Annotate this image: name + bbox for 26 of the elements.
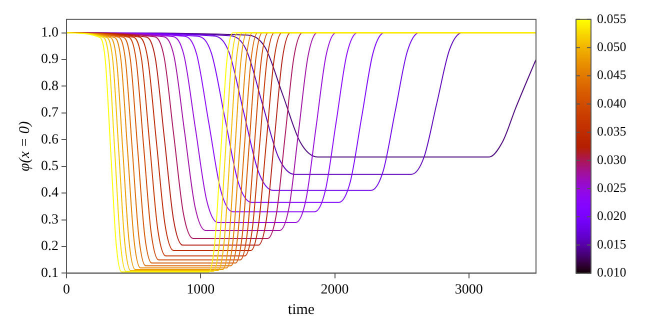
color-bar-label: 0.030 [597, 152, 626, 167]
y-tick-label: 0.9 [41, 52, 58, 68]
x-tick-label: 1000 [186, 282, 215, 298]
y-tick-label: 0.3 [41, 212, 58, 228]
x-tick-label: 0 [63, 282, 70, 298]
y-tick-label: 0.7 [41, 106, 58, 121]
y-tick-label: 0.5 [41, 159, 58, 174]
color-bar-label: 0.010 [597, 264, 626, 280]
color-bar-label: 0.055 [597, 10, 626, 26]
color-bar-label: 0.025 [597, 180, 626, 196]
x-tick-label: 3000 [454, 282, 483, 298]
y-tick-label: 0.8 [41, 78, 58, 94]
y-axis-title: φ(x = 0) [16, 121, 33, 172]
color-bar-label: 0.035 [597, 124, 626, 139]
y-tick-label: 1.0 [41, 25, 58, 40]
color-bar-label: 0.045 [597, 67, 626, 82]
color-bar-label: 0.020 [597, 208, 626, 224]
y-tick-label: 0.4 [41, 186, 58, 201]
color-bar-label: 0.040 [597, 95, 626, 110]
y-tick-label: 0.2 [41, 239, 58, 254]
y-tick-label: 0.1 [41, 266, 58, 281]
y-tick-label: 0.6 [41, 132, 58, 148]
color-bar-label: 0.050 [597, 39, 626, 54]
x-tick-label: 2000 [320, 282, 349, 298]
x-axis-title: time [288, 302, 315, 318]
color-bar-label: 0.015 [597, 236, 626, 252]
